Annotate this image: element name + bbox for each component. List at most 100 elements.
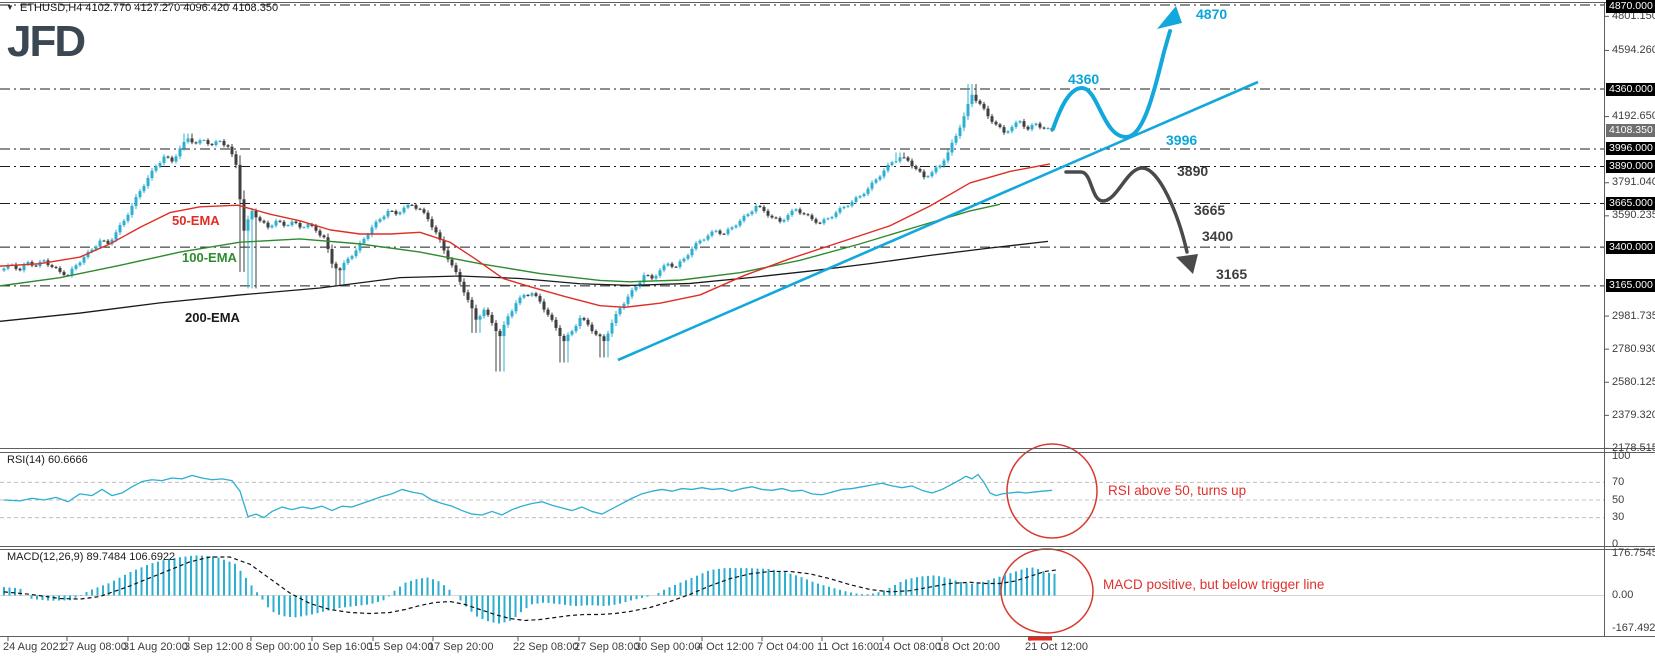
scenario-price-label[interactable]: 4870: [1196, 6, 1228, 22]
candle-body: [246, 219, 250, 231]
candle-body: [1022, 121, 1026, 127]
candle-body: [54, 266, 58, 268]
candle-body: [82, 257, 86, 263]
macd-note-label[interactable]: MACD positive, but below trigger line: [1103, 577, 1325, 592]
time-tick-label: 21 Oct 12:00: [1025, 641, 1088, 653]
candle-body: [510, 311, 514, 317]
time-tick-label: 17 Sep 20:00: [428, 641, 494, 653]
candle-body: [458, 272, 462, 282]
macd-indicator-label: MACD(12,26,9) 89.7484 106.6922: [7, 551, 176, 563]
rsi-scale-label: 100: [1612, 449, 1631, 462]
candle-body: [530, 293, 534, 296]
candle-body: [878, 176, 882, 180]
candle-body: [834, 212, 838, 217]
candle-body: [474, 308, 478, 320]
candle-body: [910, 160, 914, 167]
candle-body: [782, 219, 786, 222]
candle-body: [130, 205, 134, 215]
candle-body: [278, 220, 282, 222]
candle-body: [894, 161, 898, 163]
candle-body: [778, 218, 782, 222]
candle-body: [810, 215, 814, 220]
candle-body: [818, 222, 822, 224]
candle-body: [758, 205, 762, 207]
macd-signal-line: [3, 556, 1059, 622]
candle-body: [34, 265, 38, 267]
candle-body: [606, 333, 610, 342]
candle-body: [254, 210, 258, 218]
scenario-price-label[interactable]: 3400: [1202, 228, 1234, 244]
jfd-logo: JFD: [7, 17, 86, 66]
candle-body: [866, 188, 870, 194]
candle-body: [602, 336, 606, 342]
candle-body: [350, 256, 354, 259]
candle-body: [942, 160, 946, 166]
candle-body: [154, 166, 158, 171]
time-tick-label: 8 Sep 00:00: [246, 641, 306, 653]
candle-body: [626, 296, 630, 304]
bearish-scenario-arrow[interactable]: [1064, 166, 1189, 254]
candle-body: [270, 225, 274, 228]
rsi-note-label[interactable]: RSI above 50, turns up: [1108, 483, 1247, 498]
candle-body: [182, 141, 186, 149]
candle-body: [446, 250, 450, 260]
candle-body: [1038, 123, 1042, 128]
scenario-price-label[interactable]: 3996: [1166, 132, 1198, 148]
candle-body: [50, 265, 54, 267]
time-tick-label: 3 Sep 12:00: [184, 641, 244, 653]
candle-body: [566, 334, 570, 342]
candle-body: [918, 168, 922, 172]
candle-body: [366, 234, 370, 239]
candle-body: [630, 290, 634, 297]
candle-body: [862, 193, 866, 197]
macd-highlight-circle[interactable]: [1000, 548, 1094, 634]
price-level-badge: 4870.000: [1606, 0, 1655, 13]
scenario-price-label[interactable]: 3890: [1177, 163, 1209, 179]
candle-body: [710, 231, 714, 236]
candle-body: [522, 294, 526, 298]
candle-body: [966, 104, 970, 117]
candle-body: [858, 196, 862, 198]
time-axis[interactable]: 24 Aug 2021 27 Aug 08:00 31 Aug 20:00 3 Sep…: [0, 637, 1655, 656]
price-axis[interactable]: 4801.150 4594.260 4192.650 3791.040 3590.235…: [1605, 0, 1655, 636]
time-tick-label: 4 Oct 12:00: [697, 641, 754, 653]
candle-body: [518, 297, 522, 304]
candle-body: [582, 318, 586, 320]
price-level-badge: 4360.000: [1606, 82, 1655, 96]
candle-body: [174, 156, 178, 162]
scenario-price-label[interactable]: 3665: [1194, 202, 1226, 218]
rsi-highlight-circle[interactable]: [1006, 443, 1098, 539]
candle-body: [762, 206, 766, 211]
candle-body: [766, 210, 770, 216]
candle-body: [930, 172, 934, 177]
candle-body: [698, 240, 702, 244]
candle-body: [78, 262, 82, 266]
candle-body: [854, 197, 858, 202]
candle-body: [690, 248, 694, 256]
candle-body: [646, 275, 650, 277]
candle-body: [438, 232, 442, 240]
scenario-price-label[interactable]: 4360: [1068, 71, 1100, 87]
candle-body: [102, 240, 106, 242]
candle-body: [986, 108, 990, 117]
candle-body: [266, 222, 270, 228]
candle-body: [578, 318, 582, 327]
rsi-scale-label: 50: [1612, 493, 1625, 506]
candle-body: [754, 205, 758, 212]
candle-body: [1042, 127, 1046, 129]
candle-body: [706, 235, 710, 240]
candle-body: [874, 179, 878, 183]
bullish-scenario-arrow[interactable]: [1051, 29, 1172, 140]
candle-body: [1026, 126, 1030, 130]
symbol-dropdown-icon[interactable]: ▼: [6, 3, 14, 12]
candle-body: [258, 217, 262, 221]
scenario-price-label[interactable]: 3165: [1216, 266, 1248, 282]
candle-body: [386, 210, 390, 217]
trendline[interactable]: [617, 80, 1259, 362]
candle-body: [18, 268, 22, 271]
candle-body: [358, 243, 362, 251]
candle-body: [962, 116, 966, 128]
time-tick-label: 15 Sep 04:00: [368, 641, 434, 653]
candle-body: [126, 214, 130, 221]
